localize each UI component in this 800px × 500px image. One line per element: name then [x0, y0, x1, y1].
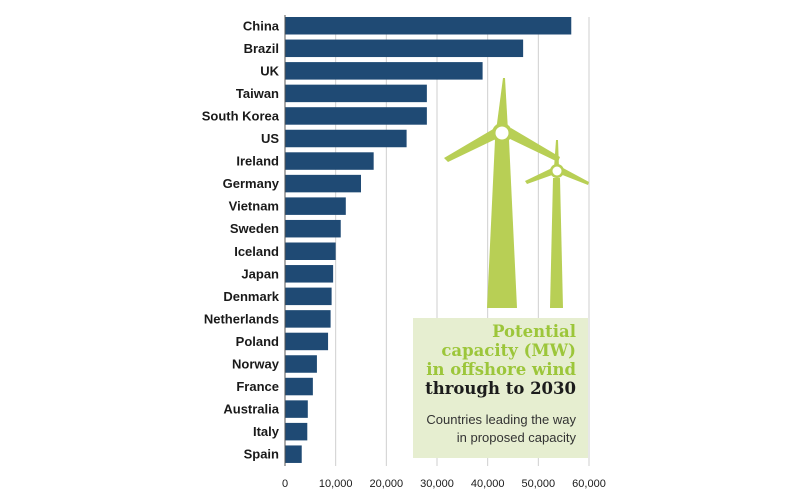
category-label: US	[261, 131, 279, 146]
category-label: South Korea	[202, 108, 280, 123]
title-line-3: in offshore wind	[426, 360, 576, 379]
x-axis-ticks: 0 10,000 20,000 30,000 40,000 50,000 60,000	[282, 15, 606, 490]
bar	[285, 422, 308, 441]
category-labels: China Brazil UK Taiwan South Korea US Ireland G…	[202, 18, 280, 461]
category-label: Netherlands	[204, 311, 279, 326]
bar	[285, 355, 317, 373]
subtitle-line-2: in proposed capacity	[456, 430, 576, 445]
bar	[285, 310, 331, 328]
bar	[285, 332, 329, 351]
subtitle-line-1: Countries leading the way	[426, 412, 576, 427]
bar	[285, 265, 334, 283]
bar	[285, 197, 346, 215]
category-label: Spain	[244, 447, 279, 462]
bar	[285, 39, 524, 58]
category-label: Vietnam	[229, 199, 279, 214]
large-wind-turbine-icon	[444, 78, 560, 308]
category-label: Norway	[232, 357, 280, 372]
bar	[285, 287, 332, 306]
bar	[285, 62, 483, 80]
bars	[285, 17, 572, 463]
bar	[285, 174, 361, 193]
category-label: Ireland	[236, 154, 279, 169]
category-label: China	[243, 18, 280, 33]
bar	[285, 84, 427, 103]
bar	[285, 242, 336, 260]
x-tick-label: 30,000	[420, 478, 454, 490]
bar	[285, 219, 341, 238]
category-label: Poland	[236, 334, 279, 349]
small-wind-turbine-icon	[525, 140, 589, 308]
title-line-1: Potential	[492, 322, 576, 341]
wind-turbine-illustration	[444, 78, 589, 308]
bar	[285, 445, 302, 463]
title-panel	[413, 318, 588, 458]
category-label: Italy	[253, 424, 280, 439]
x-tick-label: 0	[282, 478, 288, 490]
bar	[285, 152, 374, 170]
title-line-2: capacity (MW)	[441, 341, 576, 360]
category-label: Sweden	[230, 221, 279, 236]
category-label: Iceland	[234, 244, 279, 259]
x-tick-label: 60,000	[572, 478, 606, 490]
chart-title-dark: through to 2030	[425, 379, 576, 398]
category-label: Taiwan	[236, 86, 279, 101]
category-label: Japan	[241, 266, 279, 281]
chart-title-accent: Potential capacity (MW) in offshore wind	[413, 322, 576, 379]
category-label: Germany	[223, 176, 280, 191]
category-label: Denmark	[223, 289, 279, 304]
bar	[285, 107, 427, 125]
x-tick-label: 50,000	[522, 478, 556, 490]
category-label: UK	[260, 63, 279, 78]
x-tick-label: 40,000	[471, 478, 505, 490]
bar	[285, 400, 308, 418]
x-tick-label: 10,000	[319, 478, 353, 490]
category-label: Brazil	[244, 41, 279, 56]
bar	[285, 129, 407, 148]
category-label: France	[236, 379, 279, 394]
bar	[285, 377, 313, 396]
chart-subtitle: Countries leading the way in proposed ca…	[413, 411, 576, 447]
category-label: Australia	[223, 402, 279, 417]
bar	[285, 17, 572, 35]
x-tick-label: 20,000	[370, 478, 404, 490]
